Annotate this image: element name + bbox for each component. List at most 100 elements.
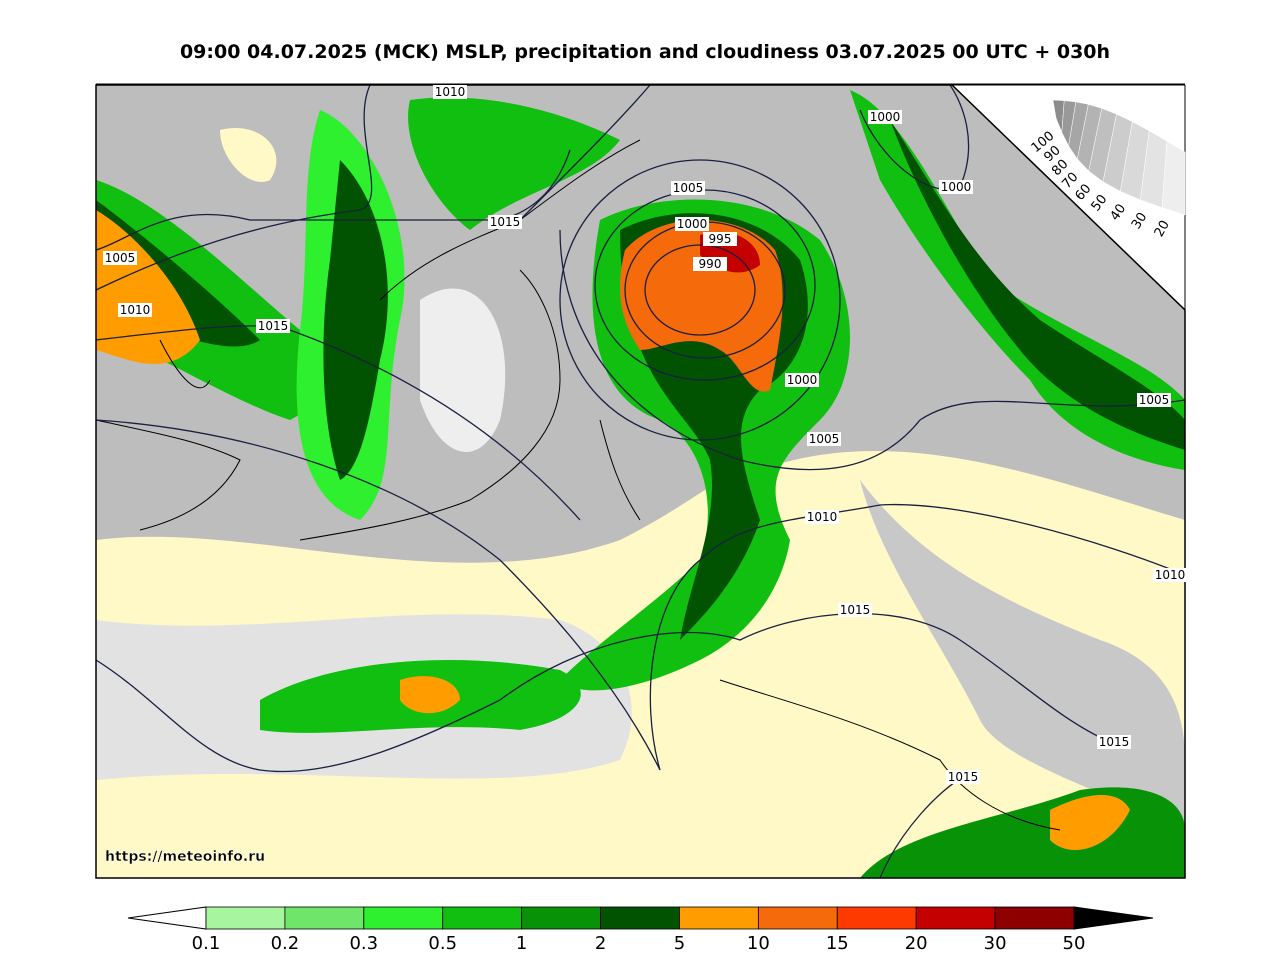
cloudiness-swatch <box>1161 140 1186 216</box>
isobar-label-text: 1015 <box>840 603 871 617</box>
colorbar-swatch <box>679 906 759 930</box>
colorbar-swatch <box>284 906 365 930</box>
colorbar-label: 0.5 <box>428 933 457 954</box>
isobar-label-text: 1005 <box>809 432 840 446</box>
isobar <box>96 149 571 251</box>
colorbar-label: 0.3 <box>349 933 378 954</box>
precip-heavy <box>400 676 460 714</box>
isobar-label: 1005 <box>671 181 705 195</box>
isobar-label: 1010 <box>805 510 839 524</box>
colorbar-low <box>127 906 207 930</box>
isobar-label-text: 995 <box>709 232 732 246</box>
isobar-label-bg <box>433 85 467 99</box>
isobar-label-text: 1000 <box>941 180 972 194</box>
colorbar-label: 2 <box>595 933 606 954</box>
precip <box>408 97 620 230</box>
isobar <box>96 613 1111 773</box>
isobar-label: 990 <box>693 257 727 271</box>
colorbar-swatch <box>757 906 838 930</box>
precip-heavy <box>1050 795 1130 850</box>
colorbar-label: 15 <box>826 933 849 954</box>
isobar-label-bg <box>946 770 980 784</box>
isobar-label-bg <box>1153 568 1187 582</box>
isobar-label-bg <box>939 180 973 194</box>
isobar-label-text: 1010 <box>435 85 466 99</box>
coastline <box>96 269 1061 831</box>
isobar-label-text: 1015 <box>948 770 979 784</box>
isobar-label-bg <box>868 110 902 124</box>
isobar-label-text: 1010 <box>120 303 151 317</box>
colorbar-label: 1 <box>516 933 527 954</box>
isobar-label: 1015 <box>946 770 980 784</box>
isobar-label-bg <box>256 319 290 333</box>
isobar-label: 1010 <box>1153 568 1187 582</box>
isobar <box>559 159 841 441</box>
colorbar-high <box>1073 906 1154 930</box>
isobar-label-bg <box>703 232 737 246</box>
cloudiness-label: 50 <box>1089 192 1111 214</box>
isobar-label: 1000 <box>675 217 709 231</box>
isobar-label-bg <box>785 373 819 387</box>
precipitation-scale: 0.1 0.2 0.3 0.5 1 2 5 10 15 20 30 50 <box>127 906 1154 954</box>
source-url: https://meteoinfo.ru <box>105 849 265 865</box>
isobar-label: 1015 <box>488 215 522 229</box>
cloudiness-label: 30 <box>1129 210 1150 232</box>
colorbar-label: 20 <box>905 933 928 954</box>
colorbar-label: 30 <box>984 933 1007 954</box>
map <box>96 85 1185 878</box>
isobar-label-bg <box>805 510 839 524</box>
isobar-label-text: 1000 <box>677 217 708 231</box>
isobar-label-bg <box>693 257 727 271</box>
map-frame <box>95 84 1186 879</box>
isobar <box>96 419 1185 771</box>
precip <box>323 160 388 480</box>
isobar-label-bg <box>488 215 522 229</box>
isobar-label: 995 <box>703 232 737 246</box>
isobar-label-text: 1010 <box>807 510 838 524</box>
isobar-label: 1015 <box>256 319 290 333</box>
isobar-label: 1000 <box>939 180 973 194</box>
isobar-label: 1010 <box>118 303 152 317</box>
colorbar-swatch <box>363 906 444 930</box>
colorbar-swatch <box>915 906 996 930</box>
isobar-label-bg <box>118 303 152 317</box>
isobar-label-bg <box>1097 735 1131 749</box>
cloudiness-label: 40 <box>1108 201 1130 223</box>
isobar-label-text: 1005 <box>1139 393 1170 407</box>
isobar-label: 1005 <box>103 251 137 265</box>
isobar-label-text: 1010 <box>1155 568 1186 582</box>
isobar-label: 1015 <box>838 603 872 617</box>
title: 09:00 04.07.2025 (MCK) MSLP, precipitati… <box>180 41 1110 63</box>
isobar-label: 1000 <box>868 110 902 124</box>
colorbar-swatch <box>205 906 286 930</box>
colorbar-label: 0.2 <box>271 933 300 954</box>
isobar <box>96 85 651 521</box>
colorbar-swatch <box>994 906 1075 930</box>
isobar-label-text: 1000 <box>787 373 818 387</box>
isobar-label-text: 1000 <box>870 110 901 124</box>
isobar <box>644 244 756 336</box>
isobar-label-bg <box>838 603 872 617</box>
isobar-label-bg <box>103 251 137 265</box>
isobar-labels: 1010101510051010101510001000100510009959… <box>103 85 1187 784</box>
isobar <box>96 85 373 291</box>
precip-heavy <box>96 210 200 364</box>
colorbar-swatch <box>442 906 523 930</box>
isobar-label-text: 1005 <box>673 181 704 195</box>
colorbar-swatch <box>836 906 917 930</box>
isobar-label-text: 1005 <box>105 251 136 265</box>
colorbar-label: 10 <box>747 933 770 954</box>
isobar-label: 1005 <box>807 432 841 446</box>
colorbar-swatch <box>521 906 601 930</box>
isobar-label-bg <box>1137 393 1171 407</box>
colorbar-label: 0.1 <box>192 933 221 954</box>
isobar-label: 1010 <box>433 85 467 99</box>
isobar-label-bg <box>675 217 709 231</box>
thin-cloud <box>420 288 506 453</box>
isobar <box>559 229 1185 471</box>
precip <box>890 120 1185 450</box>
isobar-label-text: 1015 <box>490 215 521 229</box>
isobar-label: 1015 <box>1097 735 1131 749</box>
